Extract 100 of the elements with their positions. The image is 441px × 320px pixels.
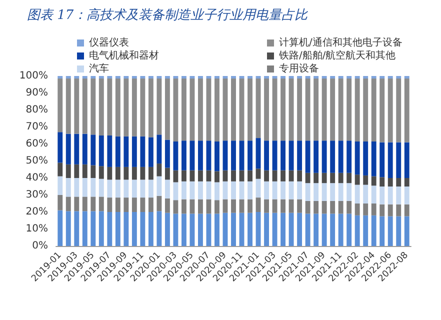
bar <box>206 181 212 200</box>
bar <box>314 140 319 173</box>
bar <box>314 214 319 246</box>
bar <box>330 140 336 173</box>
bar <box>58 195 63 210</box>
bar <box>164 76 170 79</box>
bar <box>214 214 220 246</box>
bar <box>305 78 310 141</box>
y-tick-label: 40% <box>26 172 48 184</box>
bar <box>346 200 352 214</box>
bar <box>214 141 220 172</box>
bar <box>404 186 410 204</box>
bar <box>248 181 252 200</box>
bar <box>156 134 162 164</box>
bar <box>297 76 302 79</box>
bar <box>164 180 170 198</box>
bar <box>272 170 278 182</box>
bar <box>354 204 360 216</box>
bar <box>272 199 278 213</box>
bar <box>248 76 252 79</box>
bar <box>396 78 402 142</box>
bar <box>206 78 212 141</box>
bar <box>214 78 220 142</box>
bar <box>305 76 310 79</box>
bar <box>198 76 203 79</box>
bar <box>82 134 88 164</box>
bar <box>181 78 186 141</box>
bar <box>248 140 252 170</box>
bar <box>156 176 162 196</box>
bar <box>173 182 178 200</box>
bar <box>272 212 278 246</box>
bar <box>314 76 319 79</box>
bar <box>338 140 344 173</box>
y-tick-label: 80% <box>26 104 48 116</box>
bar <box>140 198 146 212</box>
bar <box>256 212 261 246</box>
bar <box>74 196 80 212</box>
bar <box>164 212 170 246</box>
bar <box>90 76 96 79</box>
bar <box>66 211 71 246</box>
bar <box>140 180 146 198</box>
bar <box>346 172 352 184</box>
bar <box>363 175 368 185</box>
bar <box>231 181 236 200</box>
bar <box>198 78 203 141</box>
bar <box>173 214 178 246</box>
bar <box>363 204 368 216</box>
bar <box>354 215 360 246</box>
bar <box>280 199 286 213</box>
bar <box>264 78 269 141</box>
bar <box>156 76 162 79</box>
bar <box>404 142 410 178</box>
bar <box>380 216 385 246</box>
bar <box>66 78 71 134</box>
bar <box>363 76 368 79</box>
bar <box>231 78 236 141</box>
bar <box>140 166 146 180</box>
bar <box>206 140 212 170</box>
bar <box>264 199 269 213</box>
bar <box>338 78 344 141</box>
y-tick-label: 50% <box>26 156 48 166</box>
bar <box>115 166 120 180</box>
legend-label: 电气机械和器材 <box>89 50 159 62</box>
bar <box>371 204 376 216</box>
bar <box>354 184 360 204</box>
y-tick-label: 100% <box>19 70 48 82</box>
bar <box>206 170 212 182</box>
bar <box>288 181 294 200</box>
y-tick-label: 20% <box>26 206 48 218</box>
bar <box>74 178 80 197</box>
bar <box>338 172 344 184</box>
bar <box>354 76 360 79</box>
bar <box>256 78 261 138</box>
bar <box>297 78 302 141</box>
bar <box>297 170 302 182</box>
bar <box>256 138 261 169</box>
bar <box>74 164 80 178</box>
bar <box>107 166 112 180</box>
bar <box>214 76 220 79</box>
bar <box>363 184 368 204</box>
bar <box>371 76 376 79</box>
bar <box>338 214 344 246</box>
bar <box>124 198 129 212</box>
bar <box>239 170 244 182</box>
y-tick-label: 0% <box>32 240 48 252</box>
bar <box>58 78 63 132</box>
bar <box>346 140 352 173</box>
bar <box>132 166 137 180</box>
bar <box>156 164 162 176</box>
bar <box>231 76 236 79</box>
bar <box>222 199 228 213</box>
bar <box>148 180 154 198</box>
bar <box>124 76 129 79</box>
bar <box>132 78 137 136</box>
bar <box>272 76 278 79</box>
bar <box>239 78 244 141</box>
bar <box>124 78 129 136</box>
bar <box>107 212 112 246</box>
bar <box>198 214 203 246</box>
bar <box>124 180 129 198</box>
